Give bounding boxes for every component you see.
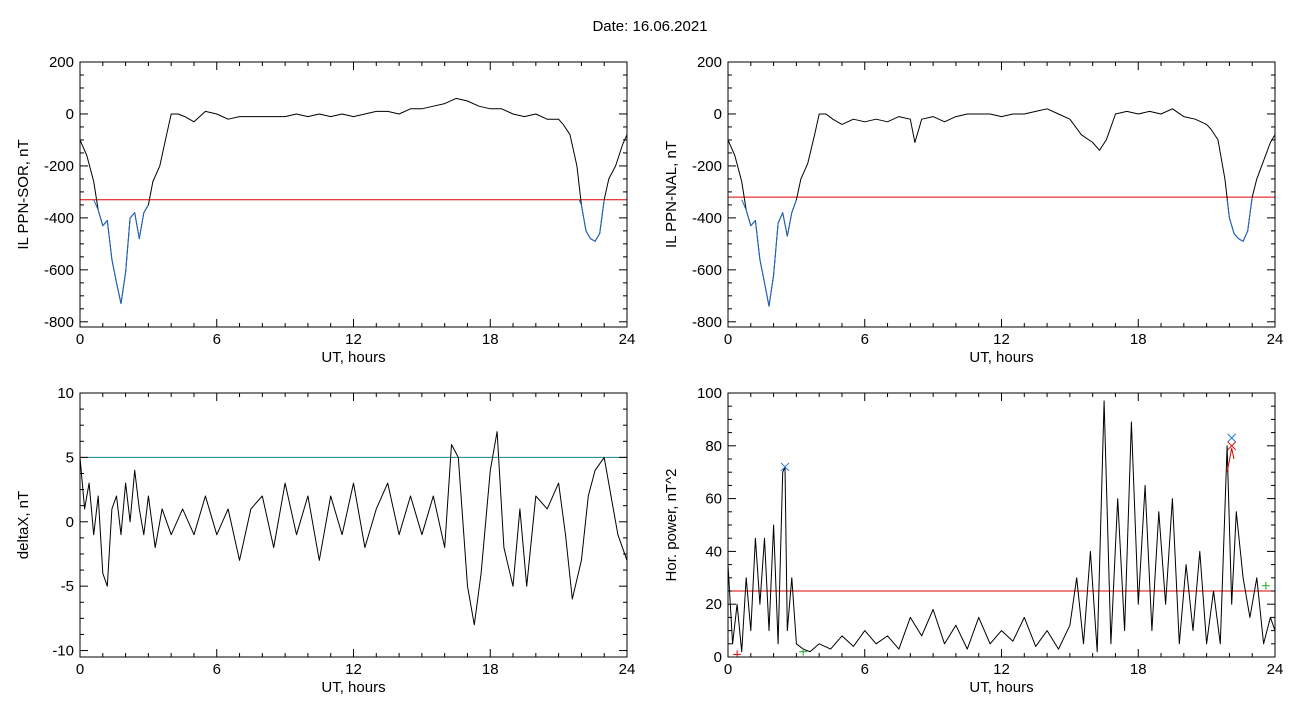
y-tick-label: -600	[692, 262, 722, 279]
marker-2	[1227, 441, 1237, 451]
x-tick-label: 24	[1267, 661, 1284, 678]
x-tick-label: 6	[861, 661, 869, 678]
y-axis-label: Hor. power, nT^2	[663, 469, 680, 582]
series-line-1	[93, 199, 149, 305]
figure-title: Date: 16.06.2021	[592, 18, 708, 35]
y-tick-label: 200	[697, 54, 722, 71]
marker-4	[799, 647, 808, 656]
series-line-0	[728, 400, 1275, 653]
x-tick-label: 12	[345, 331, 362, 348]
y-tick-label: 200	[49, 54, 74, 71]
plot-frame	[79, 392, 628, 658]
series-line-1	[741, 199, 797, 307]
marker-3	[1261, 581, 1270, 590]
y-tick-label: -400	[692, 210, 722, 227]
y-tick-label: -600	[44, 262, 74, 279]
y-tick-label: -200	[44, 158, 74, 175]
x-tick-label: 12	[345, 661, 362, 678]
y-tick-label: -400	[44, 210, 74, 227]
panel-il-nal: 0 6 12 18 24 200 0 -200 -400 -600 -800 UT, hours IL …	[663, 54, 1283, 366]
x-tick-label: 0	[76, 661, 84, 678]
series-line-0	[80, 431, 627, 626]
x-tick-label: 18	[1130, 661, 1147, 678]
plot-frame	[79, 61, 628, 328]
x-tick-label: 18	[482, 331, 499, 348]
y-tick-label: -10	[52, 643, 74, 660]
y-tick-label: 100	[697, 385, 722, 402]
y-tick-label: -800	[44, 314, 74, 331]
y-tick-label: 20	[705, 596, 722, 613]
series-line-2	[578, 199, 605, 242]
x-tick-label: 18	[1130, 331, 1147, 348]
panel-hor-power: 0 6 12 18 24 100 80 60 40 20 0 UT, hours Hor. power,…	[663, 385, 1283, 696]
y-tick-label: 40	[705, 543, 722, 560]
y-tick-label: 0	[714, 106, 722, 123]
y-tick-label: 5	[66, 449, 74, 466]
y-tick-label: -800	[692, 314, 722, 331]
marker-5	[733, 650, 742, 657]
x-tick-label: 0	[724, 661, 732, 678]
panel-il-sor: 0 6 12 18 24 200 0 -200 -400 -600 -800 UT, hours IL …	[15, 54, 635, 366]
x-tick-label: 12	[993, 331, 1010, 348]
y-tick-label: 60	[705, 491, 722, 508]
y-axis-label: IL PPN-SOR, nT	[15, 139, 32, 249]
x-tick-label: 6	[213, 661, 221, 678]
x-axis-label: UT, hours	[321, 679, 385, 696]
x-tick-label: 24	[1267, 331, 1284, 348]
y-tick-label: 0	[66, 514, 74, 531]
y-tick-label: 0	[714, 649, 722, 666]
x-axis-label: UT, hours	[321, 349, 385, 366]
x-tick-label: 24	[619, 331, 636, 348]
marker-1	[1227, 433, 1237, 443]
data-area	[728, 108, 1275, 307]
data-area	[80, 431, 627, 626]
panel-deltax: 0 6 12 18 24 10 5 0 -5 -10 UT, hours deltaX, nT	[15, 385, 635, 696]
series-line-0	[80, 97, 627, 305]
series-line-0	[728, 108, 1275, 307]
plot-frame	[727, 392, 1276, 658]
x-axis-label: UT, hours	[969, 679, 1033, 696]
y-tick-label: -200	[692, 158, 722, 175]
x-tick-label: 6	[861, 331, 869, 348]
plot-frame	[727, 61, 1276, 328]
x-tick-label: 18	[482, 661, 499, 678]
series-line-1	[1226, 447, 1235, 473]
x-tick-label: 0	[76, 331, 84, 348]
y-tick-label: 80	[705, 438, 722, 455]
y-axis-label: IL PPN-NAL, nT	[663, 141, 680, 248]
y-tick-label: -5	[61, 578, 74, 595]
x-tick-label: 0	[724, 331, 732, 348]
x-tick-label: 24	[619, 661, 636, 678]
y-axis-label: deltaX, nT	[15, 491, 32, 559]
series-line-2	[1226, 197, 1253, 242]
data-area	[80, 97, 627, 305]
marker-0	[780, 462, 790, 472]
x-axis-label: UT, hours	[969, 349, 1033, 366]
x-tick-label: 6	[213, 331, 221, 348]
y-tick-label: 10	[57, 385, 74, 402]
data-area	[728, 400, 1275, 657]
y-tick-label: 0	[66, 106, 74, 123]
x-tick-label: 12	[993, 661, 1010, 678]
